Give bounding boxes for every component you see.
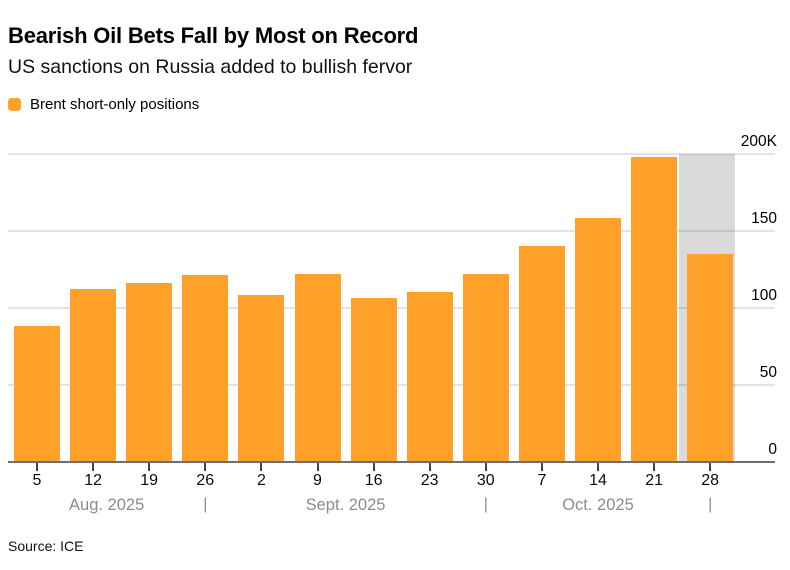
y-axis-label: 100 — [751, 286, 777, 304]
x-tick — [540, 463, 543, 471]
x-axis-baseline — [8, 461, 775, 463]
x-tick — [204, 463, 207, 471]
bar — [294, 273, 341, 462]
y-axis-label: 50 — [759, 363, 777, 381]
x-tick — [92, 463, 95, 471]
bar — [462, 273, 509, 462]
x-tick-label: 5 — [32, 472, 42, 489]
chart-title: Bearish Oil Bets Fall by Most on Record — [8, 23, 419, 48]
x-tick-label: 30 — [476, 472, 495, 489]
x-tick-label: 12 — [84, 472, 102, 489]
legend: Brent short-only positions — [8, 96, 199, 113]
x-tick-label: 21 — [645, 472, 663, 489]
x-tick-label: 7 — [537, 472, 547, 489]
x-tick-label: 26 — [196, 472, 215, 489]
month-separator: | — [483, 496, 488, 513]
x-tick — [372, 463, 375, 471]
x-tick-label: 28 — [701, 472, 720, 489]
x-tick-label: 14 — [589, 472, 607, 489]
bar — [14, 326, 60, 462]
gridline — [8, 152, 775, 155]
x-tick — [653, 463, 656, 471]
x-tick-label: 9 — [313, 472, 322, 489]
bar — [126, 283, 173, 462]
x-tick — [36, 463, 38, 471]
x-tick-label: 19 — [140, 472, 159, 489]
x-tick — [428, 463, 431, 471]
legend-swatch-icon — [8, 98, 21, 111]
x-tick — [597, 463, 599, 471]
bar — [70, 289, 117, 462]
bar — [238, 295, 285, 462]
y-axis-label: 200K — [740, 132, 777, 150]
month-label: Oct. 2025 — [562, 496, 634, 514]
gridline — [8, 229, 775, 232]
y-axis-label: 0 — [768, 441, 777, 458]
chart-subtitle: US sanctions on Russia added to bullish … — [8, 56, 413, 78]
bar — [631, 156, 678, 462]
bar — [182, 275, 229, 462]
x-tick — [484, 463, 487, 471]
x-tick — [260, 463, 263, 471]
x-tick — [709, 463, 712, 471]
bar — [575, 218, 621, 462]
legend-label: Brent short-only positions — [30, 96, 200, 113]
month-separator: | — [203, 496, 208, 513]
month-label: Sept. 2025 — [305, 496, 386, 514]
y-axis-label: 150 — [751, 209, 777, 227]
source-label: Source: ICE — [8, 538, 84, 554]
bar — [350, 298, 397, 462]
bar — [687, 253, 734, 462]
x-tick — [316, 463, 319, 471]
x-tick-label: 2 — [256, 472, 266, 489]
x-tick-label: 23 — [420, 472, 439, 489]
bar — [406, 292, 453, 462]
month-label: Aug. 2025 — [69, 496, 145, 514]
x-tick — [148, 463, 151, 471]
x-tick-label: 16 — [364, 472, 383, 489]
bar — [518, 246, 565, 462]
month-separator: | — [708, 496, 713, 513]
